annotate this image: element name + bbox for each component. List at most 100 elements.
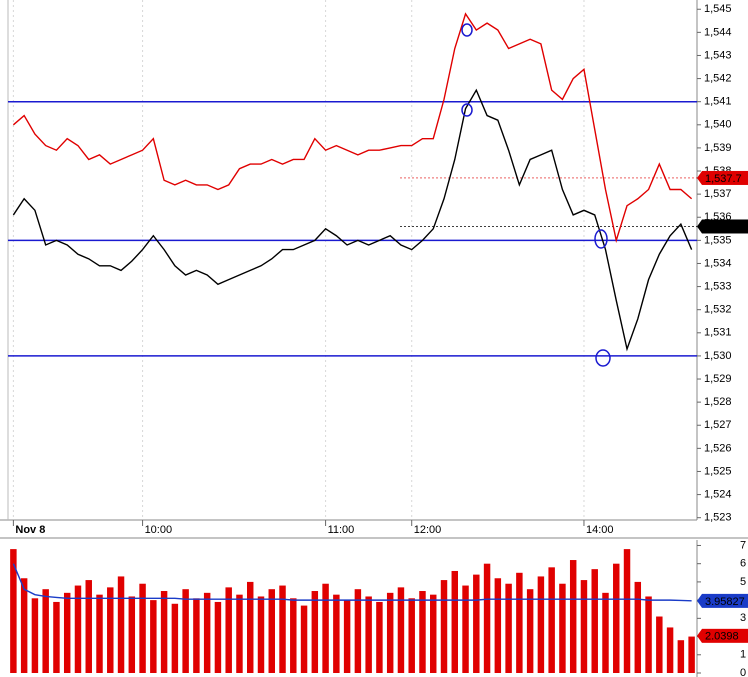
circle-annotation (461, 23, 473, 37)
circle-annotation (595, 349, 611, 367)
volume-bar (268, 589, 275, 673)
y-tick-label: 1,545 (704, 3, 732, 15)
volume-bar (473, 574, 480, 673)
x-tick-label: 10:00 (145, 524, 173, 536)
volume-bar (42, 589, 49, 673)
volume-bar (645, 596, 652, 673)
volume-bar (376, 601, 383, 673)
volume-bar (386, 592, 394, 673)
y-tick-label: 5 (740, 576, 746, 588)
volume-bar (440, 580, 448, 673)
y-tick-label: 1,526 (704, 442, 732, 454)
circle-annotation (594, 229, 608, 249)
volume-bar (354, 589, 362, 673)
y-tick-label: 3 (740, 612, 746, 624)
volume-bar (537, 576, 545, 673)
volume-bar (193, 598, 200, 673)
y-tick-label: 1,527 (704, 419, 732, 431)
y-tick-label: 1,528 (704, 396, 732, 408)
volume-bar (171, 603, 179, 673)
y-tick-label: 1,544 (704, 26, 732, 38)
volume-bar (451, 570, 459, 673)
x-tick-label: 14:00 (586, 524, 614, 536)
volume-bar (526, 589, 534, 673)
volume-bar (322, 583, 329, 673)
y-tick-label: 1,524 (704, 488, 732, 500)
volume-bar (623, 549, 631, 673)
y-tick-label: 1,532 (704, 304, 732, 316)
volume-bar (150, 600, 157, 673)
y-tick-label: 1,529 (704, 373, 732, 385)
volume-bar (569, 560, 577, 673)
volume-bar (160, 591, 168, 673)
value-tag (702, 219, 748, 234)
volume-bar (20, 578, 28, 673)
volume-bar (53, 601, 60, 673)
value-tag-label: 1,537.7 (705, 173, 742, 185)
volume-bar (365, 596, 372, 673)
value-tag-label: 1,535.6 (705, 221, 742, 233)
volume-bar (408, 598, 415, 673)
volume-bar (203, 592, 211, 673)
volume-bar (311, 591, 319, 673)
y-tick-label: 1,530 (704, 350, 732, 362)
volume-bar (494, 578, 502, 673)
volume-bar (107, 587, 114, 673)
y-tick-label: 1,535 (704, 234, 732, 246)
volume-bar (688, 636, 695, 673)
y-tick-label: 1,539 (704, 142, 732, 154)
y-tick-label: 1,523 (704, 512, 732, 524)
volume-bar (214, 601, 222, 673)
volume-bar (290, 598, 297, 673)
volume-bar (656, 616, 663, 673)
series-line (12, 12, 693, 244)
volume-bar (300, 605, 308, 673)
value-tag (702, 593, 748, 608)
x-tick-label: 11:00 (328, 524, 355, 536)
y-tick-label: 1,542 (704, 72, 732, 84)
volume-bar (602, 592, 609, 673)
x-tick-label: Nov 8 (15, 524, 45, 536)
y-tick-label: 1,543 (704, 49, 732, 61)
y-tick-label: 1,525 (704, 465, 732, 477)
volume-bar (397, 587, 405, 673)
y-tick-label: 1 (740, 649, 746, 661)
volume-bar (613, 563, 620, 673)
volume-bar (430, 594, 437, 673)
series-line (12, 563, 692, 602)
volume-bar (483, 563, 491, 673)
y-tick-label: 1,541 (704, 96, 732, 108)
y-tick-label: 1,534 (704, 257, 732, 269)
volume-bar (182, 589, 189, 673)
volume-bar (139, 583, 146, 673)
value-tag-label: 2.0398 (705, 631, 739, 643)
volume-bar (666, 627, 674, 673)
volume-bar (117, 576, 125, 673)
volume-bar (516, 572, 523, 673)
value-tag-arrow (697, 219, 702, 234)
annotations (461, 23, 611, 367)
volume-bar (31, 598, 39, 673)
value-tag-arrow (697, 170, 702, 185)
volume-bar (74, 585, 82, 673)
volume-bar (246, 581, 254, 673)
volume-bar (548, 567, 555, 673)
value-tag (702, 170, 748, 185)
value-tag-arrow (697, 628, 702, 643)
volume-bar (63, 592, 71, 673)
y-tick-label: 1,537 (704, 188, 732, 200)
y-tick-label: 1,531 (704, 327, 732, 339)
volume-bar (419, 591, 426, 673)
volume-bar (677, 640, 685, 673)
volume-bar (236, 594, 243, 673)
volume-bar (96, 594, 103, 673)
y-tick-label: 1,540 (704, 119, 732, 131)
y-tick-label: 6 (740, 558, 746, 570)
volume-bar (225, 587, 232, 673)
volume-bar (343, 600, 351, 673)
volume-bar (333, 594, 340, 673)
volume-bar (505, 583, 512, 673)
circle-annotation (461, 103, 473, 117)
